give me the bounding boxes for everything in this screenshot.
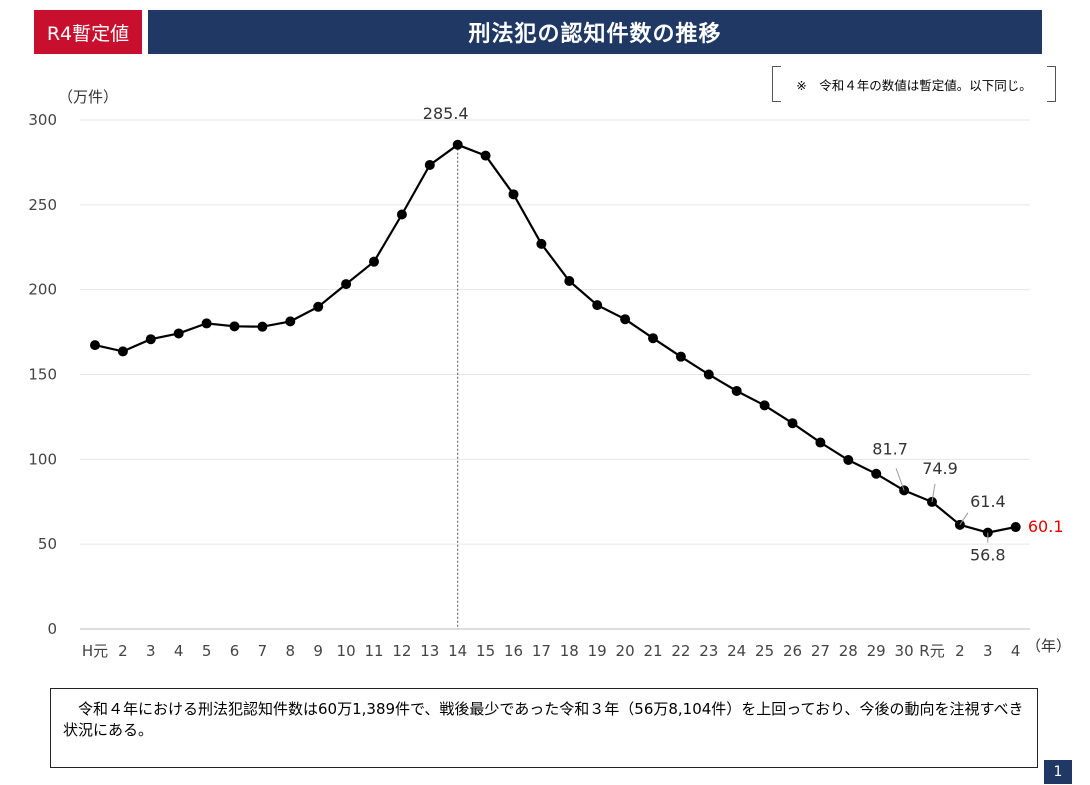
data-point xyxy=(285,316,296,327)
data-point xyxy=(703,369,714,380)
data-label: 61.4 xyxy=(970,492,1006,511)
y-tick-label: 250 xyxy=(28,196,57,214)
data-point xyxy=(424,159,435,170)
data-point xyxy=(341,279,352,290)
data-point xyxy=(452,139,463,150)
note-text: ※ 令和４年の数値は暫定値。以下同じ。 xyxy=(796,77,1032,93)
x-tick-label: 22 xyxy=(671,642,690,660)
data-label: 56.8 xyxy=(970,546,1006,565)
x-tick-label: 23 xyxy=(699,642,718,660)
y-tick-label: 200 xyxy=(28,281,57,299)
page-number: 1 xyxy=(1044,760,1072,784)
data-point xyxy=(648,333,658,344)
data-label-leader xyxy=(895,468,905,491)
y-axis-unit-label: （万件） xyxy=(58,88,118,106)
data-point xyxy=(369,256,379,267)
data-point xyxy=(843,455,854,466)
summary-text: 令和４年における刑法犯認知件数は60万1,389件で、戦後最少であった令和３年（… xyxy=(63,700,1024,739)
data-point xyxy=(229,321,240,332)
y-tick-label: 0 xyxy=(47,620,57,638)
series-line xyxy=(94,143,1016,534)
y-tick-label: 300 xyxy=(28,111,57,129)
y-tick-label: 150 xyxy=(28,366,57,384)
x-tick-label: 17 xyxy=(532,642,551,660)
data-point xyxy=(564,276,575,287)
x-tick-label: 5 xyxy=(202,642,212,660)
data-point xyxy=(536,238,547,249)
x-tick-label: 25 xyxy=(755,642,774,660)
data-point xyxy=(871,468,882,479)
summary-box: 令和４年における刑法犯認知件数は60万1,389件で、戦後最少であった令和３年（… xyxy=(50,688,1038,768)
x-tick-label: 3 xyxy=(983,642,993,660)
x-tick-label: 3 xyxy=(146,642,156,660)
x-tick-label: 10 xyxy=(337,642,356,660)
data-point xyxy=(759,400,770,411)
x-tick-label: 11 xyxy=(364,642,383,660)
x-tick-label: 24 xyxy=(727,642,746,660)
x-tick-label: 2 xyxy=(118,642,128,660)
data-point xyxy=(592,300,603,311)
data-point xyxy=(396,209,407,220)
x-tick-label: 4 xyxy=(174,642,184,660)
data-label: 81.7 xyxy=(872,439,908,458)
data-point xyxy=(145,334,156,345)
data-point xyxy=(201,318,212,329)
x-tick-label: 6 xyxy=(230,642,240,660)
data-point xyxy=(731,385,742,396)
x-tick-label: 18 xyxy=(560,642,579,660)
y-tick-label: 100 xyxy=(28,450,57,468)
x-tick-label: H元 xyxy=(82,642,108,660)
x-tick-label: 15 xyxy=(476,642,495,660)
x-tick-label: 28 xyxy=(839,642,858,660)
provisional-note: ※ 令和４年の数値は暫定値。以下同じ。 xyxy=(772,66,1056,102)
y-tick-label: 50 xyxy=(38,535,57,553)
x-tick-label: 16 xyxy=(504,642,523,660)
data-point xyxy=(787,418,798,429)
x-tick-label: 13 xyxy=(420,642,439,660)
data-point xyxy=(620,314,631,325)
data-point xyxy=(480,150,491,161)
x-axis-unit-label: （年） xyxy=(1026,637,1071,655)
x-tick-label: 4 xyxy=(1011,642,1021,660)
x-tick-label: 30 xyxy=(895,642,914,660)
x-tick-label: 29 xyxy=(867,642,886,660)
series-polyline xyxy=(94,143,1016,534)
provisional-tag: R4暫定値 xyxy=(34,10,142,54)
x-tick-label: 27 xyxy=(811,642,830,660)
x-tick-label: 14 xyxy=(448,642,467,660)
data-labels: 285.4 81.7 74.9 61.4 56.8 60.1 xyxy=(423,104,1064,565)
data-point xyxy=(1010,522,1021,533)
data-label: 285.4 xyxy=(423,104,469,123)
data-label-leader xyxy=(959,512,969,526)
bracket-left xyxy=(772,66,781,102)
data-label: 60.1 xyxy=(1028,517,1064,536)
data-point xyxy=(257,321,268,332)
gridlines xyxy=(80,119,1030,545)
data-point xyxy=(508,189,519,200)
x-tick-label: R元 xyxy=(919,642,944,660)
page-title: 刑法犯の認知件数の推移 xyxy=(148,10,1042,54)
x-axis: H元 2 3 4 5 6 7 8 9 10 11 12 13 14 15 16 17 18 19 20 21 22 23 24… xyxy=(80,628,1071,660)
data-point xyxy=(815,437,826,448)
data-point xyxy=(117,346,128,357)
x-tick-label: 7 xyxy=(258,642,268,660)
y-axis: 0 50 100 150 200 250 300（万件） xyxy=(28,88,118,638)
x-tick-label: 21 xyxy=(643,642,662,660)
data-point xyxy=(90,340,100,351)
x-tick-label: 12 xyxy=(392,642,411,660)
data-point xyxy=(675,351,686,362)
x-tick-label: 2 xyxy=(955,642,965,660)
bracket-right xyxy=(1047,66,1056,102)
x-tick-label: 9 xyxy=(313,642,323,660)
x-tick-label: 19 xyxy=(588,642,607,660)
data-label-leader xyxy=(931,483,936,503)
data-point xyxy=(173,328,184,339)
data-point xyxy=(313,301,324,312)
x-tick-label: 20 xyxy=(616,642,635,660)
x-tick-label: 26 xyxy=(783,642,802,660)
data-label: 74.9 xyxy=(922,459,958,478)
x-tick-label: 8 xyxy=(286,642,296,660)
